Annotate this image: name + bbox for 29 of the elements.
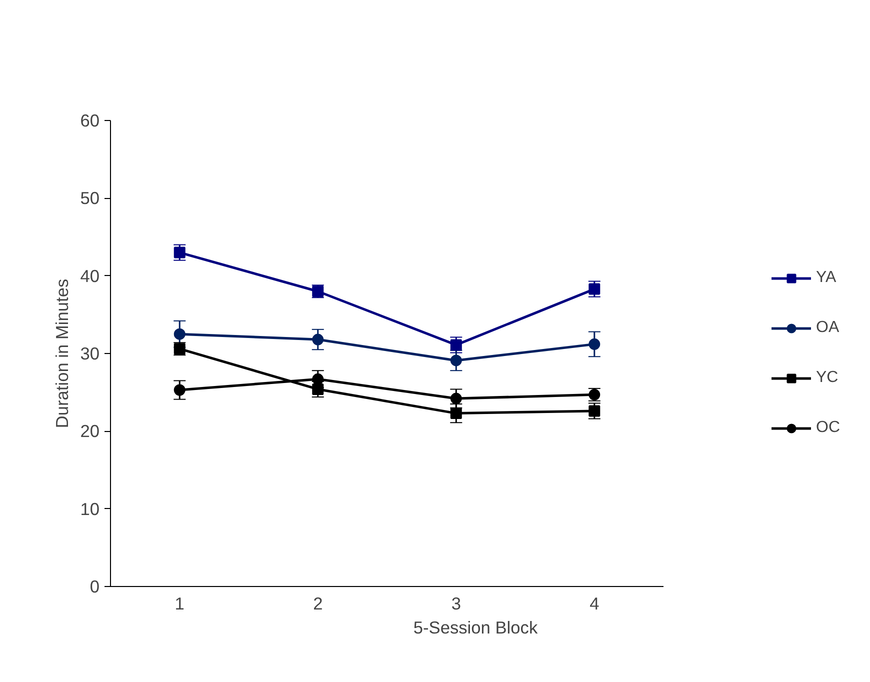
y-tick-label: 0 [90, 576, 100, 596]
x-axis-title: 5-Session Block [413, 618, 538, 638]
point [588, 338, 600, 350]
y-axis-title: Duration in Minutes [52, 278, 72, 428]
point [450, 354, 462, 366]
x-tick-label: 4 [590, 594, 600, 614]
x-tick-label: 3 [451, 594, 461, 614]
point [174, 384, 186, 396]
point [450, 392, 462, 404]
x-tick-label: 2 [313, 594, 323, 614]
y-tick-label: 10 [80, 498, 100, 519]
point [588, 283, 600, 295]
point [450, 339, 462, 351]
legend-label: OA [816, 319, 840, 337]
y-tick-label: 20 [80, 421, 100, 442]
y-tick-label: 40 [80, 266, 100, 286]
point [312, 334, 324, 346]
point [174, 328, 186, 340]
legend-label: YA [816, 269, 836, 287]
point [174, 246, 186, 258]
point [312, 373, 324, 385]
y-tick-label: 30 [80, 344, 100, 364]
point [450, 408, 462, 420]
x-tick-label: 1 [174, 594, 184, 614]
legend-label: OC [816, 419, 840, 437]
point [312, 383, 324, 395]
y-tick-label: 50 [80, 188, 100, 208]
legend-label: YC [816, 369, 838, 387]
y-tick-label: 60 [80, 110, 100, 130]
